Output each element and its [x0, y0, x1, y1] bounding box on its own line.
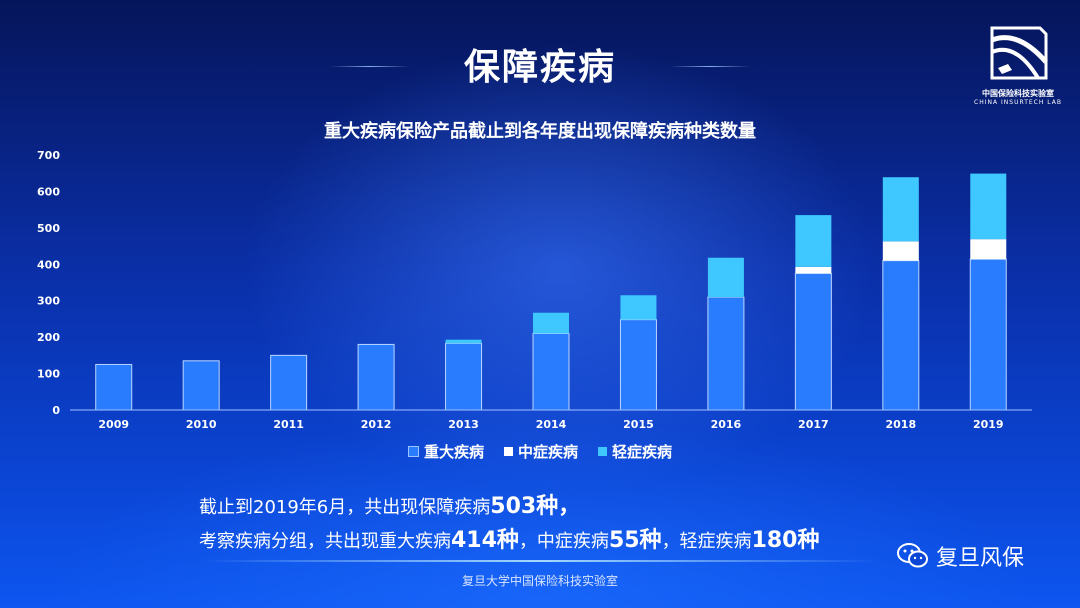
lab-logo-name-en: CHINA INSURTECH LAB — [974, 99, 1062, 106]
bar-segment-major — [95, 363, 133, 411]
x-tick-label: 2012 — [361, 418, 392, 431]
watermark-text: 复旦风保 — [936, 546, 1025, 571]
bar-segment-major — [882, 260, 920, 411]
legend-item-major: 重大疾病 — [407, 441, 484, 462]
legend-label-minor: 轻症疾病 — [612, 443, 673, 461]
y-tick-label: 100 — [37, 368, 60, 381]
x-tick-label: 2011 — [273, 418, 304, 431]
lab-logo-icon — [990, 26, 1048, 80]
legend-swatch-minor — [598, 447, 607, 456]
bar-segment-major — [270, 354, 308, 411]
bar-segment-moderate — [970, 239, 1007, 260]
summary-minor-count: 180种 — [751, 528, 820, 553]
x-tick-label: 2017 — [798, 418, 829, 431]
y-tick-label: 0 — [52, 404, 60, 417]
bar-segment-moderate — [795, 266, 832, 274]
y-tick-label: 400 — [37, 258, 60, 271]
summary-moderate-count: 55种 — [608, 528, 662, 553]
bar-segment-moderate — [882, 241, 919, 261]
x-tick-label: 2018 — [886, 418, 917, 431]
summary-line-2-text-a: 考察疾病分组，共出现重大疾病 — [199, 531, 451, 552]
watermark: 复旦风保 — [896, 540, 1024, 572]
legend-item-minor: 轻症疾病 — [598, 441, 672, 462]
bar-segment-major — [445, 342, 483, 411]
summary-total: 503种， — [490, 494, 581, 519]
wechat-icon — [897, 543, 928, 568]
legend-label-moderate: 中症疾病 — [517, 443, 578, 461]
bar-segment-minor — [533, 312, 569, 334]
legend-swatch-moderate — [503, 447, 513, 456]
bar-segment-minor — [445, 339, 482, 344]
lab-logo: 中国保险科技实验室 CHINA INSURTECH LAB — [968, 18, 1068, 108]
bar-segment-major — [182, 360, 220, 411]
y-tick-label: 700 — [37, 149, 60, 162]
bar-segment-minor — [707, 257, 744, 298]
bar-segment-minor — [795, 215, 832, 267]
summary-line-1: 截止到2019年6月，共出现保障疾病503种， — [199, 488, 580, 520]
lab-logo-name-cn: 中国保险科技实验室 — [982, 89, 1054, 98]
legend-swatch-major — [407, 446, 419, 457]
y-tick-label: 500 — [37, 222, 60, 235]
page-title: 保障疾病 — [463, 47, 616, 88]
summary-line-2-text-c: ，轻症疾病 — [661, 531, 752, 552]
legend-label-major: 重大疾病 — [423, 443, 484, 461]
bar-segment-major — [619, 319, 657, 411]
bar-segment-major — [794, 272, 832, 411]
chart-legend: 重大疾病 中症疾病 轻症疾病 — [0, 441, 1080, 462]
stacked-bar-chart: 0 100 200 300 400 500 600 700 2009 2010 2011 2012 20… — [37, 149, 1032, 431]
x-tick-label: 2014 — [536, 418, 567, 431]
bar-segment-minor — [970, 173, 1007, 240]
glow-divider — [200, 560, 880, 562]
bar-segment-minor — [882, 177, 919, 242]
summary-line-2: 考察疾病分组，共出现重大疾病414种，中症疾病55种，轻症疾病180种 — [199, 522, 820, 554]
title-rule-right — [670, 66, 750, 67]
legend-item-moderate: 中症疾病 — [503, 441, 578, 462]
x-tick-label: 2013 — [448, 418, 479, 431]
x-tick-label: 2010 — [186, 418, 217, 431]
bar-segment-minor — [620, 295, 657, 320]
summary-line-1-text: 截止到2019年6月，共出现保障疾病 — [199, 497, 491, 518]
bar-segment-major — [969, 258, 1007, 411]
bar-segment-major — [357, 343, 395, 411]
summary-major-count: 414种 — [451, 528, 519, 553]
footer-text: 复旦大学中国保险科技实验室 — [461, 574, 618, 588]
bar-segment-major — [532, 333, 570, 411]
x-tick-label: 2015 — [623, 418, 654, 431]
x-tick-label: 2016 — [711, 418, 742, 431]
y-tick-label: 600 — [37, 185, 60, 198]
chart-title: 重大疾病保险产品截止到各年度出现保障疾病种类数量 — [324, 121, 756, 142]
y-tick-label: 200 — [37, 331, 60, 344]
bar-segment-major — [707, 296, 745, 411]
y-tick-label: 300 — [37, 295, 60, 308]
summary-line-2-text-b: ，中症疾病 — [518, 531, 609, 552]
title-rule-left — [330, 66, 410, 67]
x-tick-label: 2009 — [98, 418, 129, 431]
x-tick-label: 2019 — [973, 418, 1004, 431]
